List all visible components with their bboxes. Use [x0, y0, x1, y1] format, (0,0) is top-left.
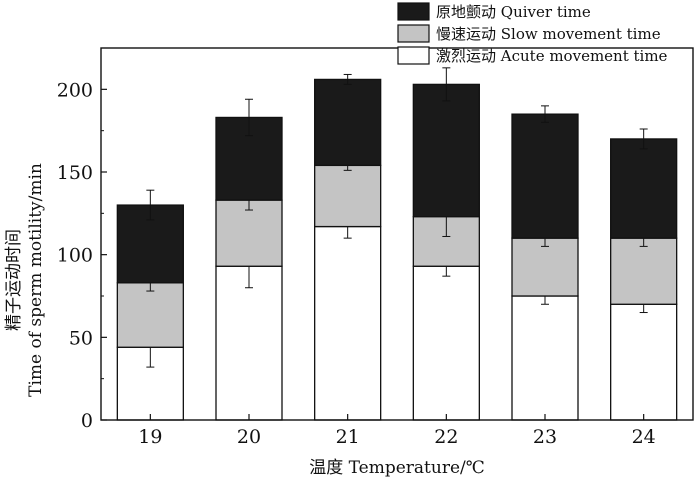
legend-label-2: 慢速运动 Slow movement time — [436, 25, 661, 43]
y-tick-label-200: 200 — [57, 79, 93, 101]
x-tick-label-20: 20 — [237, 426, 261, 448]
bar-segment-2-24 — [610, 237, 678, 305]
y-axis-title-line1: 精子运动时间 — [4, 229, 24, 331]
legend-swatch-1 — [397, 2, 430, 21]
legend-swatch-3 — [397, 46, 430, 65]
y-tick-label-0: 0 — [81, 410, 93, 432]
y-tick-label-100: 100 — [57, 245, 93, 267]
x-tick-label-22: 22 — [434, 426, 458, 448]
bar-segment-1-24 — [610, 303, 678, 421]
bar-segment-3-21 — [314, 78, 382, 167]
y-axis-title-line2: Time of sperm motility/min — [26, 163, 46, 397]
legend-label-1: 原地颤动 Quiver time — [436, 3, 591, 21]
legend: 原地颤动 Quiver time 慢速运动 Slow movement time 激… — [397, 2, 668, 65]
bar-segment-1-20 — [215, 265, 283, 421]
x-tick-label-19: 19 — [138, 426, 162, 448]
plot-layer — [116, 67, 678, 421]
y-tick-label-50: 50 — [69, 327, 93, 349]
y-tick-label-150: 150 — [57, 162, 93, 184]
x-tick-label-23: 23 — [533, 426, 557, 448]
bar-segment-3-23 — [511, 113, 579, 239]
legend-label-3: 激烈运动 Acute movement time — [436, 47, 668, 65]
legend-swatch-2 — [397, 24, 430, 43]
bar-segment-1-21 — [314, 225, 382, 421]
y-axis-title: 精子运动时间 Time of sperm motility/min — [4, 163, 46, 397]
plot-frame — [100, 47, 694, 421]
bar-segment-2-23 — [511, 237, 579, 297]
bar-segment-3-22 — [412, 83, 480, 218]
x-tick-label-24: 24 — [632, 426, 656, 448]
bar-segment-1-23 — [511, 295, 579, 421]
bar-segment-2-21 — [314, 164, 382, 228]
x-axis-title: 温度 Temperature/℃ — [309, 458, 485, 478]
bar-segment-3-24 — [610, 138, 678, 239]
x-tick-label-21: 21 — [336, 426, 360, 448]
bar-segment-1-22 — [412, 265, 480, 421]
bar-segment-2-19 — [116, 282, 184, 348]
axis-layer: 19 20 21 22 23 24 0 50 100 150 200 — [57, 47, 694, 448]
